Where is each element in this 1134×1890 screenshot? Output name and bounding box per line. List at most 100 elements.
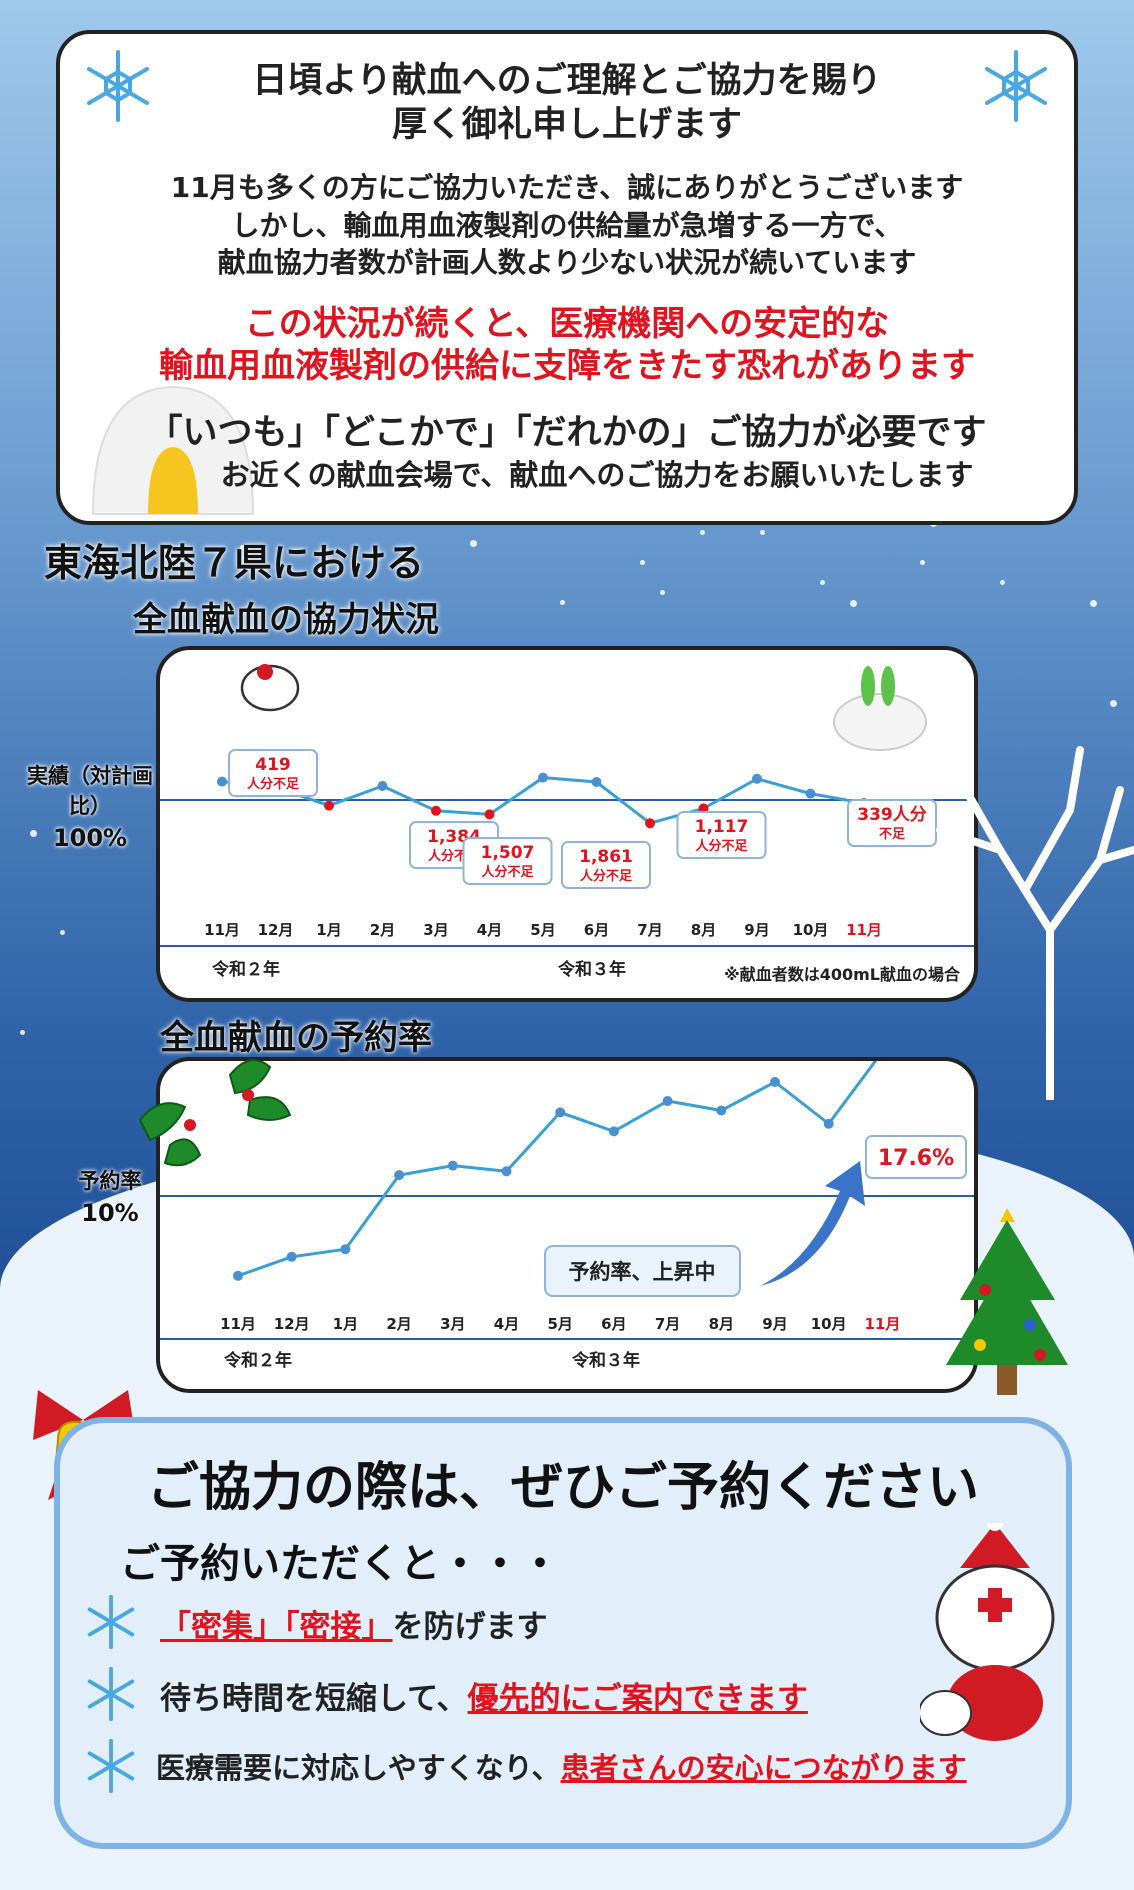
reservation-panel: ご協力の際は、ぜひご予約ください ご予約いただくと・・・ 「密集」「密接」を防げ…: [54, 1417, 1072, 1849]
benefit-2-text: 待ち時間を短縮して、: [160, 1681, 468, 1717]
data-point: [217, 776, 227, 787]
snowflake-dot: [760, 530, 765, 535]
tree-silhouette-icon: [936, 726, 1134, 1100]
x-tick-label: 1月: [333, 1315, 358, 1333]
benefit-3-text: 医療需要に対応しやすくなり、: [156, 1751, 561, 1785]
mascot-icon: [920, 1523, 1055, 1741]
data-point: [770, 1077, 780, 1087]
data-point: [233, 1270, 243, 1281]
reservation-title: ご協力の際は、ぜひご予約ください: [146, 1458, 979, 1518]
bird-icon: [257, 664, 273, 680]
era-label: 令和３年: [558, 959, 626, 980]
chart2-svg: 11月 12月 1月 2月 3月 4月 5月 6月 7月 8月 9月 10月 11月 17.6% 予約率、上…: [160, 1046, 974, 1371]
x-tick-label: 11月: [220, 1315, 256, 1333]
snowflake-dot: [560, 600, 565, 605]
snowflake-dot: [850, 600, 857, 607]
section-title-line2: 全血献血の協力状況: [133, 600, 439, 640]
annotation-value: 1,507: [481, 843, 535, 863]
chart2-title: 全血献血の予約率: [160, 1018, 432, 1058]
christmas-tree-icon: [946, 1208, 1068, 1395]
data-point: [340, 1244, 351, 1255]
annotation-value: 1,117: [695, 817, 749, 837]
call-line1: 「いつも」「どこかで」「だれかの」ご協力が必要です: [147, 413, 987, 453]
x-tick-label: 2月: [370, 921, 395, 939]
data-point: [394, 1170, 405, 1181]
x-tick-label: 2月: [386, 1315, 411, 1333]
x-tick-label: 1月: [316, 921, 341, 939]
x-tick-label: 3月: [440, 1315, 465, 1333]
snowflake-icon: [87, 1666, 135, 1722]
section-title-line1: 東海北陸７県における: [44, 541, 425, 585]
snowflake-icon: [985, 50, 1047, 122]
benefit-item-1: 「密集」「密接」を防げます: [160, 1601, 548, 1646]
x-tick-label: 8月: [691, 921, 716, 939]
x-tick-label: 12月: [258, 921, 294, 939]
annotation-box: [676, 811, 767, 859]
x-tick-label: 9月: [762, 1315, 787, 1333]
benefit-2-highlight: 優先的にご案内できます: [467, 1681, 808, 1717]
chart1-ylabel-text: 実績（対計画比）: [27, 764, 153, 818]
data-point: [431, 805, 441, 816]
x-tick-label: 4月: [494, 1315, 519, 1333]
snowflake-icon: [87, 1594, 135, 1650]
data-point: [501, 1166, 512, 1177]
annotation-unit: 人分不足: [481, 864, 534, 880]
reservation-subtitle: ご予約いただくと・・・: [120, 1541, 560, 1587]
benefit-1-highlight: 「密集」「密接」: [160, 1609, 393, 1645]
snow-rabbit-icon: [881, 666, 895, 706]
body-line1: 11月も多くの方にご協力いただき、誠にありがとうございます: [170, 171, 964, 204]
data-point: [555, 1107, 566, 1118]
thanks-title-line2: 厚く御礼申し上げます: [391, 105, 742, 145]
chart1-svg: 11月 12月 1月 2月 3月 4月 5月 6月 7月 8月 9月 10月 11月419人分不足1,3…: [160, 664, 974, 984]
snow-rabbit-icon: [861, 666, 875, 706]
snowflake-dot: [20, 1030, 25, 1035]
snowflake-dot: [700, 530, 705, 535]
snowflake-dot: [30, 830, 37, 837]
x-tick-label: 5月: [530, 921, 555, 939]
snowflake-dot: [1000, 580, 1005, 585]
x-tick-label: 12月: [274, 1315, 310, 1333]
chart1-panel: 11月 12月 1月 2月 3月 4月 5月 6月 7月 8月 9月 10月 11月 419 人分不足 1,3…: [156, 646, 978, 1002]
annotation-value: 419: [255, 755, 291, 775]
x-tick-label: 6月: [601, 1315, 626, 1333]
benefit-3-highlight: 患者さんの安心につながります: [560, 1751, 967, 1785]
data-point: [608, 1126, 619, 1137]
snowflake-dot: [470, 540, 477, 547]
x-tick-label: 7月: [637, 921, 662, 939]
benefit-item-3: 医療需要に対応しやすくなり、患者さんの安心につながります: [156, 1745, 967, 1787]
annotation-box: [847, 799, 937, 847]
annotation-unit: 人分不足: [695, 838, 748, 854]
annotation-box: [228, 749, 318, 797]
data-point: [823, 1118, 834, 1129]
chart1-reference-label: 100%: [52, 824, 128, 852]
data-point: [662, 1096, 673, 1106]
data-point: [538, 772, 548, 783]
x-tick-label: 8月: [709, 1315, 734, 1333]
chart1-ylabel: 実績（対計画比） 100%: [20, 760, 160, 852]
x-tick-label: 5月: [547, 1315, 572, 1333]
data-point: [591, 777, 602, 787]
chart2-ylabel-text: 予約率: [78, 1169, 142, 1193]
holly-icon: [138, 1059, 292, 1167]
x-tick-label: 6月: [584, 921, 609, 939]
snowflake-dot: [660, 590, 665, 595]
chart2-panel: 11月 12月 1月 2月 3月 4月 5月 6月 7月 8月 9月 10月 11月 17.6% 予約率、上…: [156, 1046, 978, 1393]
annotation-value: 1,861: [579, 847, 633, 867]
footnote: ※献血者数は400mL献血の場合: [724, 965, 961, 984]
era-label: 令和２年: [224, 1350, 292, 1371]
data-point: [484, 809, 495, 820]
annotation-box: [561, 841, 651, 889]
x-tick-label: 11月: [864, 1315, 900, 1333]
annotation-unit: 不足: [879, 827, 906, 842]
era-label: 令和３年: [572, 1350, 640, 1371]
series-line: [237, 1050, 884, 1278]
annotation-value: 339人分: [857, 805, 927, 825]
warning-line1: この状況が続くと、医療機関への安定的な: [244, 304, 890, 344]
kamakura-icon: [91, 385, 255, 515]
message-panel: 日頃より献血へのご理解とご協力を賜り 厚く御礼申し上げます 11月も多くの方にご…: [56, 30, 1078, 525]
body-line3: 献血協力者数が計画人数より少ない状況が続いています: [217, 246, 917, 279]
last-value-label: 17.6%: [878, 1146, 954, 1171]
call-line2: お近くの献血会場で、献血へのご協力をお願いいたします: [220, 458, 974, 492]
data-point: [447, 1160, 458, 1171]
annotation-text: 予約率、上昇中: [569, 1260, 716, 1284]
